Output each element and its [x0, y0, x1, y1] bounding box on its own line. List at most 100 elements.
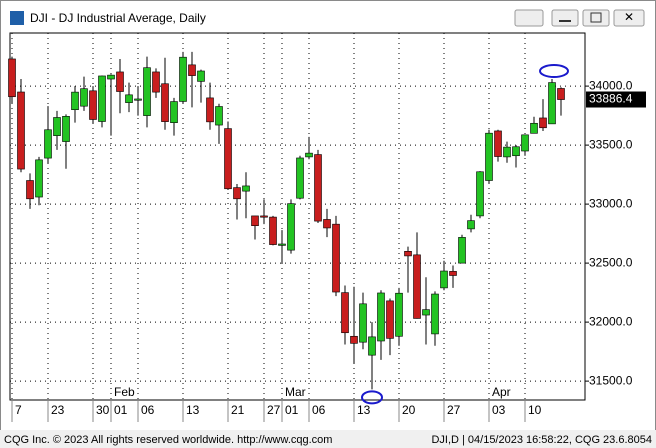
candle-body [161, 83, 169, 122]
month-label: Apr [492, 385, 511, 399]
x-tick-label: 27 [267, 403, 281, 417]
status-info: DJI,D | 04/15/2023 16:58:22, CQG 23.6.80… [431, 434, 652, 446]
x-tick-label: 06 [141, 403, 155, 417]
last-price-box [586, 91, 646, 108]
close-button[interactable] [613, 9, 645, 27]
x-tick-label: 13 [186, 403, 200, 417]
x-tick-label: 20 [402, 403, 416, 417]
month-label: Mar [285, 385, 306, 399]
candle-body [44, 129, 52, 159]
candle-body [269, 216, 277, 245]
close-icon: ✕ [624, 10, 634, 24]
candle-body [242, 185, 250, 192]
candle-body [404, 251, 412, 257]
candle-body [350, 335, 358, 344]
annotation-ellipse [361, 390, 383, 405]
candle-body [107, 74, 115, 80]
x-tick-label: 06 [312, 403, 326, 417]
candle-body [305, 152, 313, 158]
x-tick-label: 23 [51, 403, 65, 417]
candle-body [467, 220, 475, 230]
candle-body [440, 270, 448, 289]
candle-body [422, 309, 430, 316]
candle-body [188, 64, 196, 76]
candle-body [512, 146, 520, 157]
y-tick-label: 33500.0 [589, 137, 633, 151]
candle-body [26, 180, 34, 200]
candle-body [62, 116, 70, 142]
plot-area [9, 32, 586, 401]
candle-body [152, 71, 160, 93]
candle-body [431, 293, 439, 335]
candle-body [368, 336, 376, 356]
candle-body [17, 91, 25, 170]
candle-body [89, 90, 97, 120]
candle-body [278, 243, 286, 246]
x-tick-label: 01 [285, 403, 299, 417]
candle-body [116, 71, 124, 92]
x-tick-label: 03 [492, 403, 506, 417]
candle-body [296, 157, 304, 199]
candle-body [359, 303, 367, 343]
x-tick-label: 01 [114, 403, 128, 417]
candle-body [314, 154, 322, 222]
candle-body [80, 88, 88, 107]
link-button[interactable] [514, 9, 544, 27]
candle-body [206, 97, 214, 123]
candle-body [458, 237, 466, 264]
x-tick-label: 27 [447, 403, 461, 417]
candle-body [251, 215, 259, 227]
candle-body [8, 58, 16, 98]
y-tick-label: 32500.0 [589, 255, 633, 269]
status-bar [0, 430, 656, 448]
maximize-button[interactable] [582, 9, 610, 27]
candle-body [323, 219, 331, 229]
maximize-icon [590, 12, 602, 23]
x-tick-label: 10 [528, 403, 542, 417]
candle-body [386, 300, 394, 339]
candle-body [521, 134, 529, 152]
annotation-ellipse [539, 64, 569, 79]
x-tick-label: 7 [15, 403, 22, 417]
candle-body [395, 292, 403, 337]
candle-body [557, 88, 565, 100]
candle-body [134, 98, 142, 101]
candle-body [260, 215, 268, 218]
last-price-label: 33886.4 [589, 92, 633, 106]
copyright: CQG Inc. © 2023 All rights reserved worl… [4, 434, 332, 446]
month-label: Feb [114, 385, 135, 399]
candle-body [179, 56, 187, 102]
y-tick-label: 32000.0 [589, 314, 633, 328]
y-tick-label: 33000.0 [589, 196, 633, 210]
candle-body [53, 117, 61, 136]
candle-body [233, 187, 241, 200]
candle-body [476, 171, 484, 217]
x-tick-label: 21 [231, 403, 245, 417]
candle-body [170, 101, 178, 123]
candle-body [341, 292, 349, 334]
minimize-button[interactable] [551, 9, 579, 27]
candle-body [143, 67, 151, 116]
candle-body [449, 271, 457, 276]
candle-body [71, 91, 79, 111]
y-tick-label: 34000.0 [589, 78, 633, 92]
candle-body [494, 130, 502, 157]
candle-body [332, 223, 340, 293]
candle-body [197, 70, 205, 82]
candle-body [224, 128, 232, 190]
candle-body [98, 75, 106, 122]
app-icon [10, 11, 24, 25]
candle-body [215, 106, 223, 126]
candle-body [413, 254, 421, 319]
candle-body [377, 292, 385, 342]
candle-body [287, 203, 295, 251]
window-title: DJI - DJ Industrial Average, Daily [30, 11, 206, 25]
candle-body [530, 122, 538, 134]
candle-body [548, 82, 556, 125]
candle-body [125, 94, 133, 103]
candle-body [35, 159, 43, 198]
candle-body [485, 132, 493, 181]
x-tick-label: 13 [357, 403, 371, 417]
y-tick-label: 31500.0 [589, 373, 633, 387]
